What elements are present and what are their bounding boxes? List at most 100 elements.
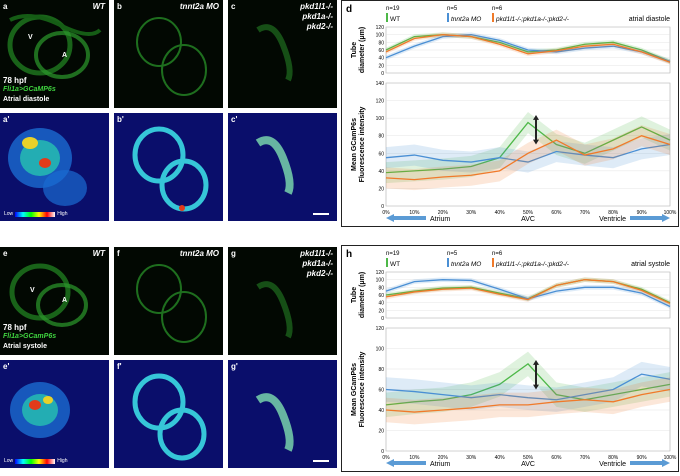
y-tick-label: 60 — [378, 48, 384, 54]
colorbar-low: Low — [4, 211, 14, 217]
y-tick-label: 20 — [378, 63, 384, 69]
x-tick-label: 60% — [551, 455, 562, 461]
panel-a-image — [7, 14, 102, 79]
ventricle-label: Ventricle — [599, 461, 626, 468]
x-tick-label: 60% — [551, 210, 562, 216]
atrium-mark: A — [62, 297, 68, 304]
x-tick-label: 100% — [664, 455, 677, 461]
y-tick-label: 120 — [376, 99, 385, 105]
phase-label: atrial systole — [631, 261, 670, 268]
panel-f: f tnnt2a MO — [114, 247, 223, 355]
x-tick-label: 80% — [608, 455, 619, 461]
y-tick-label: 120 — [376, 326, 385, 332]
condition-label: pkd1l1-/- pkd1a-/- pkd2-/- — [300, 2, 333, 32]
panel-label: a — [3, 2, 8, 11]
legend-n: n=19 — [386, 251, 400, 257]
y-axis-label: Fluorescence intensity — [359, 351, 366, 427]
series-line — [385, 34, 671, 63]
legend-swatch — [492, 258, 494, 267]
legend-swatch — [386, 13, 388, 22]
y-tick-label: 20 — [378, 186, 384, 192]
colorbar-high: High — [57, 458, 68, 464]
genotype-line-1: pkd1l1-/- — [300, 249, 333, 258]
series-line — [385, 388, 671, 413]
arrow-head-down — [533, 384, 539, 390]
scale-bar — [313, 460, 329, 462]
panel-g-image — [256, 281, 293, 339]
avc-label: AVC — [521, 461, 535, 468]
panel-label: d — [346, 4, 352, 15]
atrium-mark: A — [62, 52, 68, 59]
genotype-line-3: pkd2-/- — [306, 22, 333, 31]
atrium-arrow — [386, 214, 426, 222]
y-tick-label: 80 — [378, 367, 384, 373]
x-tick-label: 30% — [466, 455, 477, 461]
panel-g: g pkd1l1-/- pkd1a-/- pkd2-/- — [228, 247, 337, 355]
heatmap-image — [255, 136, 294, 195]
y-tick-label: 20 — [378, 308, 384, 314]
arrow-head-down — [533, 139, 539, 145]
y-tick-label: 100 — [376, 347, 385, 353]
condition-label: tnnt2a MO — [179, 249, 219, 258]
y-tick-label: 120 — [376, 270, 385, 276]
y-axis-label: Tube — [351, 287, 358, 303]
condition-label: tnnt2a MO — [179, 2, 219, 11]
atrium-label: Atrium — [430, 216, 450, 223]
x-tick-label: 90% — [637, 210, 648, 216]
y-tick-label: 0 — [381, 71, 384, 77]
y-tick-label: 80 — [378, 134, 384, 140]
panel-a-prime: a' Low High — [0, 113, 109, 221]
condition-label: pkd1l1-/- pkd1a-/- pkd2-/- — [300, 249, 333, 279]
series-line — [385, 373, 671, 401]
chart-panel-h: h atrial systole n=19 WT n=5 tnnt2a MO n=6 pkd1… — [341, 245, 679, 472]
panel-label: g' — [231, 362, 238, 371]
panel-label: f — [117, 249, 120, 258]
panel-e-prime: e' Low High — [0, 360, 109, 468]
colorbar-gradient — [15, 211, 56, 217]
ventricle-mark: V — [30, 287, 35, 294]
ventricle-mark: V — [28, 34, 33, 41]
legend-swatch — [447, 13, 449, 22]
series-line — [385, 121, 671, 174]
y-tick-label: 100 — [376, 33, 385, 39]
x-tick-label: 20% — [438, 210, 449, 216]
x-tick-label: 0% — [382, 210, 390, 216]
x-tick-label: 40% — [495, 210, 506, 216]
chart-panel-d: d atrial diastole n=19 WT n=5 tnnt2a MO n=6 pkd… — [341, 0, 679, 227]
panel-c-prime: c' — [228, 113, 337, 221]
y-tick-label: 20 — [378, 429, 384, 435]
panel-label: g — [231, 249, 236, 258]
genotype-line-2: pkd1a-/- — [302, 12, 333, 21]
x-tick-label: 50% — [523, 455, 534, 461]
series-band — [386, 377, 670, 425]
y-tick-label: 100 — [376, 278, 385, 284]
heatmap-image — [10, 382, 70, 438]
panel-c-image — [256, 24, 293, 82]
series-line — [385, 34, 671, 63]
colorbar-high: High — [57, 211, 68, 217]
x-tick-label: 20% — [438, 455, 449, 461]
series-line — [385, 363, 671, 406]
y-axis-label: Mean GCamP6s — [351, 118, 358, 171]
y-tick-label: 40 — [378, 301, 384, 307]
chart-d-svg: d atrial diastole n=19 WT n=5 tnnt2a MO n=6 pkd… — [346, 4, 677, 223]
panel-label: c' — [231, 115, 238, 124]
x-tick-label: 70% — [580, 210, 591, 216]
y-tick-label: 60 — [378, 388, 384, 394]
legend-label: WT — [390, 16, 400, 23]
heatmap-image — [8, 128, 87, 206]
legend-label: pkd1l1-/-;pkd1a-/-;pkd2-/- — [495, 261, 570, 268]
series-band — [386, 361, 670, 413]
colorbar: Low High — [4, 458, 67, 464]
hpf-label: 78 hpf — [3, 323, 27, 332]
y-axis-label: diameter (μm) — [359, 272, 366, 318]
x-tick-label: 30% — [466, 210, 477, 216]
panel-c: c pkd1l1-/- pkd1a-/- pkd2-/- — [228, 0, 337, 108]
legend-n: n=5 — [447, 6, 458, 12]
y-tick-label: 100 — [376, 116, 385, 122]
colorbar: Low High — [4, 211, 67, 217]
y-tick-label: 0 — [381, 204, 384, 210]
ventricle-arrow — [630, 459, 670, 467]
y-axis-label: Tube — [351, 42, 358, 58]
series-line — [385, 279, 671, 305]
